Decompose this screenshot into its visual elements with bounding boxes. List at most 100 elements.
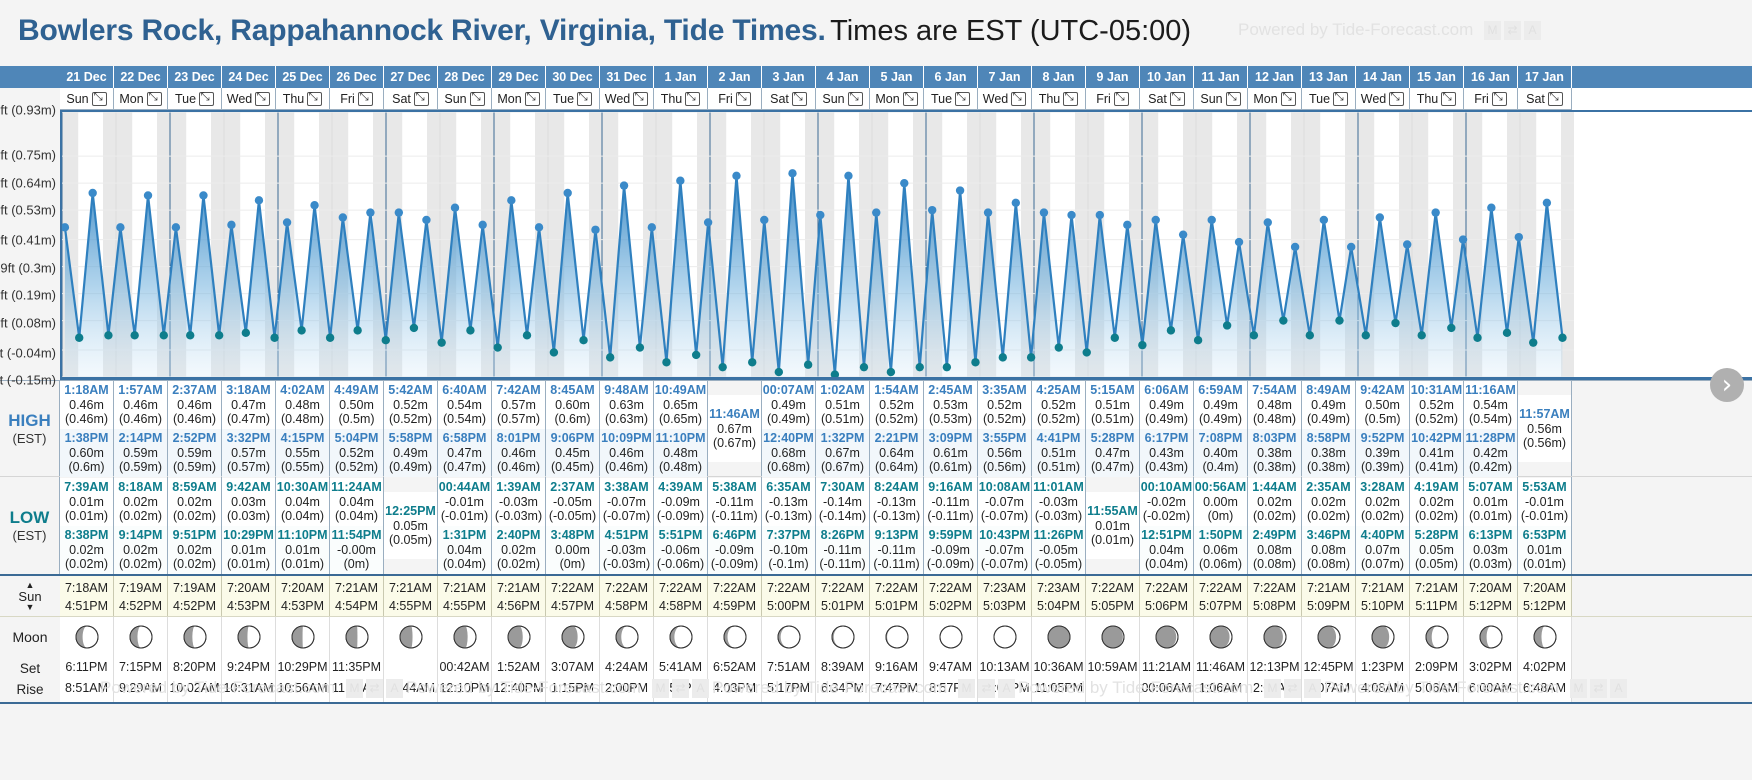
expand-icon[interactable] (469, 91, 485, 106)
date-header-20[interactable]: 10 Jan (1140, 66, 1194, 88)
date-header-24[interactable]: 14 Jan (1356, 66, 1410, 88)
expand-icon[interactable] (735, 91, 751, 106)
day-column-20[interactable]: Sat (1140, 88, 1194, 110)
date-header-18[interactable]: 8 Jan (1032, 66, 1086, 88)
day-column-23[interactable]: Tue (1302, 88, 1356, 110)
moon-setrise-row: Set Rise 6:11PM 8:51AM 7:15PM 9:29AM 8:20PM 1… (0, 656, 1752, 702)
expand-icon[interactable] (255, 91, 271, 106)
expand-icon[interactable] (1491, 91, 1507, 106)
date-header-5[interactable]: 26 Dec (330, 66, 384, 88)
low-event: 9:16AM -0.11m (-0.11m) (924, 477, 977, 526)
expand-icon[interactable] (955, 91, 971, 106)
day-column-16[interactable]: Tue (924, 88, 978, 110)
expand-icon[interactable] (307, 91, 323, 106)
date-header-0[interactable]: 21 Dec (60, 66, 114, 88)
date-header-1[interactable]: 22 Dec (114, 66, 168, 88)
day-column-19[interactable]: Fri (1086, 88, 1140, 110)
date-header-22[interactable]: 12 Jan (1248, 66, 1302, 88)
day-column-26[interactable]: Fri (1464, 88, 1518, 110)
next-days-button[interactable]: › (1710, 368, 1744, 402)
date-header-15[interactable]: 5 Jan (870, 66, 924, 88)
low-height: -0.11m (931, 494, 970, 509)
expand-icon[interactable] (577, 91, 593, 106)
date-header-6[interactable]: 27 Dec (384, 66, 438, 88)
expand-icon[interactable] (1547, 91, 1563, 106)
expand-icon[interactable] (1441, 91, 1457, 106)
low-height-alt: (-0.05m) (1034, 556, 1083, 571)
day-column-21[interactable]: Sun (1194, 88, 1248, 110)
day-column-7[interactable]: Sun (438, 88, 492, 110)
date-header-10[interactable]: 31 Dec (600, 66, 654, 88)
date-header-2[interactable]: 23 Dec (168, 66, 222, 88)
day-column-11[interactable]: Thu (654, 88, 708, 110)
day-column-18[interactable]: Thu (1032, 88, 1086, 110)
day-column-3[interactable]: Wed (222, 88, 276, 110)
day-column-2[interactable]: Tue (168, 88, 222, 110)
day-column-14[interactable]: Sun (816, 88, 870, 110)
date-header-4[interactable]: 25 Dec (276, 66, 330, 88)
day-column-15[interactable]: Mon (870, 88, 924, 110)
day-column-8[interactable]: Mon (492, 88, 546, 110)
expand-icon[interactable] (1011, 91, 1027, 106)
expand-icon[interactable] (357, 91, 373, 106)
date-header-25[interactable]: 15 Jan (1410, 66, 1464, 88)
date-header-9[interactable]: 30 Dec (546, 66, 600, 88)
expand-icon[interactable] (633, 91, 649, 106)
expand-icon[interactable] (1063, 91, 1079, 106)
high-time: 8:03PM (1252, 430, 1297, 445)
day-column-9[interactable]: Tue (546, 88, 600, 110)
expand-icon[interactable] (91, 91, 107, 106)
date-header-27[interactable]: 17 Jan (1518, 66, 1572, 88)
low-event: 6:35AM -0.13m (-0.13m) (762, 477, 815, 526)
moon-phase-cell-16 (924, 617, 978, 656)
day-column-27[interactable]: Sat (1518, 88, 1572, 110)
day-column-1[interactable]: Mon (114, 88, 168, 110)
day-column-6[interactable]: Sat (384, 88, 438, 110)
day-column-12[interactable]: Fri (708, 88, 762, 110)
day-column-4[interactable]: Thu (276, 88, 330, 110)
day-column-13[interactable]: Sat (762, 88, 816, 110)
date-header-11[interactable]: 1 Jan (654, 66, 708, 88)
date-header-26[interactable]: 16 Jan (1464, 66, 1518, 88)
low-height: 0.08m (1257, 542, 1292, 557)
expand-icon[interactable] (902, 91, 918, 106)
expand-icon[interactable] (413, 91, 429, 106)
moon-icon (1155, 625, 1178, 648)
low-event: 10:43PM -0.07m (-0.07m) (978, 525, 1031, 574)
expand-icon[interactable] (146, 91, 162, 106)
expand-icon[interactable] (1113, 91, 1129, 106)
expand-icon[interactable] (847, 91, 863, 106)
expand-icon[interactable] (1333, 91, 1349, 106)
day-column-25[interactable]: Thu (1410, 88, 1464, 110)
date-header-8[interactable]: 29 Dec (492, 66, 546, 88)
date-header-12[interactable]: 2 Jan (708, 66, 762, 88)
day-column-5[interactable]: Fri (330, 88, 384, 110)
expand-icon[interactable] (199, 91, 215, 106)
expand-icon[interactable] (791, 91, 807, 106)
day-column-24[interactable]: Wed (1356, 88, 1410, 110)
date-header-17[interactable]: 7 Jan (978, 66, 1032, 88)
expand-icon[interactable] (1169, 91, 1185, 106)
high-cell-25: 10:31AM 0.52m (0.52m) 10:42PM 0.41m (0.41m) (1410, 380, 1464, 477)
dow-label: Sat (392, 91, 411, 106)
day-column-17[interactable]: Wed (978, 88, 1032, 110)
date-header-23[interactable]: 13 Jan (1302, 66, 1356, 88)
moonrise-time: 4:03PM (712, 681, 757, 695)
day-column-22[interactable]: Mon (1248, 88, 1302, 110)
expand-icon[interactable] (524, 91, 540, 106)
expand-icon[interactable] (685, 91, 701, 106)
day-column-0[interactable]: Sun (60, 88, 114, 110)
date-header-3[interactable]: 24 Dec (222, 66, 276, 88)
expand-icon[interactable] (1280, 91, 1296, 106)
date-header-19[interactable]: 9 Jan (1086, 66, 1140, 88)
date-header-14[interactable]: 4 Jan (816, 66, 870, 88)
date-header-21[interactable]: 11 Jan (1194, 66, 1248, 88)
day-column-10[interactable]: Wed (600, 88, 654, 110)
expand-icon[interactable] (1389, 91, 1405, 106)
moonset-time: 11:35PM (331, 660, 382, 674)
date-header-7[interactable]: 28 Dec (438, 66, 492, 88)
expand-icon[interactable] (1225, 91, 1241, 106)
high-cell-4: 4:02AM 0.48m (0.48m) 4:15PM 0.55m (0.55m) (276, 380, 330, 477)
date-header-13[interactable]: 3 Jan (762, 66, 816, 88)
date-header-16[interactable]: 6 Jan (924, 66, 978, 88)
